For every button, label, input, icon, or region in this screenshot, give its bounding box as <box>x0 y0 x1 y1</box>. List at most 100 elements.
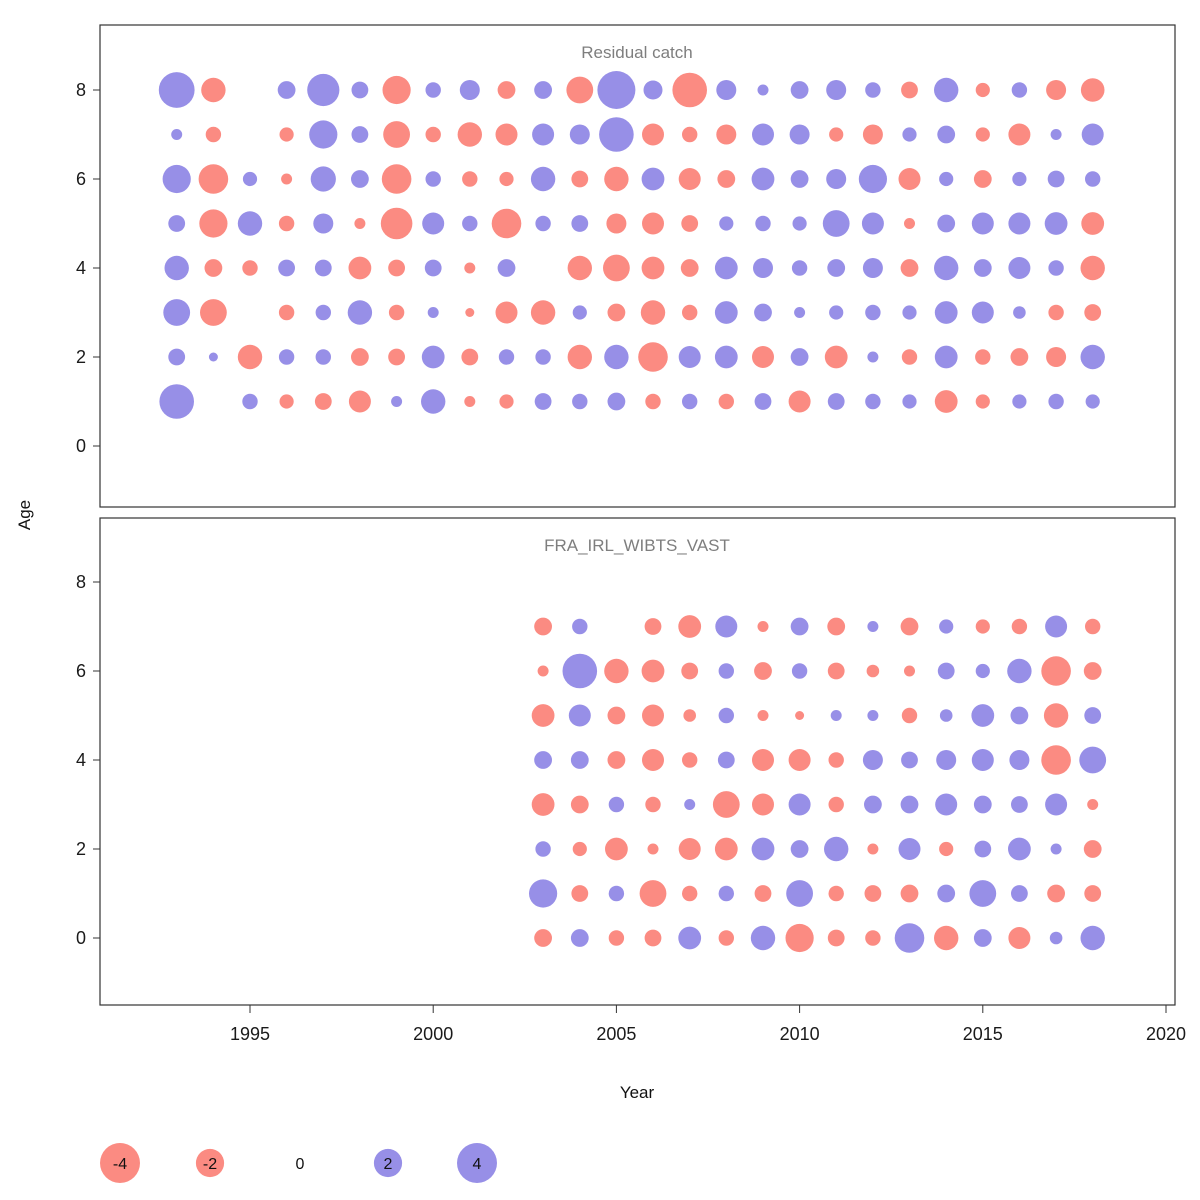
x-tick-label: 2005 <box>596 1024 636 1044</box>
residual-bubble <box>348 256 372 280</box>
residual-bubble <box>314 393 332 410</box>
residual-bubble <box>827 929 845 947</box>
residual-bubble <box>347 300 373 325</box>
residual-bubble <box>901 349 918 365</box>
residual-bubble <box>599 117 634 152</box>
residual-bubble <box>351 348 369 366</box>
residual-bubble <box>973 259 992 277</box>
residual-bubble <box>867 351 879 363</box>
residual-bubble <box>936 750 957 770</box>
y-tick-label: 4 <box>76 750 86 770</box>
residual-bubble <box>1041 656 1071 686</box>
residual-bubble <box>1013 306 1026 319</box>
residual-bubble <box>790 81 809 99</box>
residual-bubble <box>457 122 482 147</box>
residual-bubble <box>1085 618 1101 635</box>
residual-bubble <box>427 307 439 318</box>
residual-bubble <box>714 256 738 280</box>
residual-bubble <box>858 164 888 194</box>
residual-bubble <box>570 751 589 769</box>
residual-bubble <box>1011 885 1028 902</box>
residual-bubble <box>313 213 334 234</box>
residual-bubble <box>862 258 883 278</box>
residual-bubble <box>974 840 992 858</box>
residual-bubble <box>607 706 626 725</box>
residual-bubble <box>934 255 959 281</box>
residual-bubble <box>607 392 626 411</box>
residual-bubble <box>900 884 919 903</box>
residual-bubble <box>1049 931 1063 945</box>
residual-bubble <box>1080 78 1105 102</box>
residual-bubble <box>1050 843 1062 855</box>
residual-bubble <box>1084 885 1102 902</box>
residual-bubble <box>975 663 990 679</box>
residual-bubble <box>534 393 552 410</box>
residual-bubble <box>534 929 552 947</box>
residual-bubble <box>790 170 809 188</box>
residual-bubble <box>606 213 627 234</box>
residual-bubble <box>1087 799 1099 810</box>
residual-bubble <box>640 300 666 325</box>
residual-bubble <box>645 796 661 813</box>
residual-bubble <box>571 170 589 188</box>
residual-bubble <box>242 393 258 410</box>
residual-bubble <box>534 617 552 636</box>
residual-bubble <box>718 930 734 946</box>
residual-bubble <box>937 884 956 903</box>
residual-bubble <box>309 120 338 149</box>
y-tick-label: 0 <box>76 436 86 456</box>
axis-ticks: 1995 2000 2005 2010 2015 2020 0 2 4 6 8 0 2 4 6 8 <box>76 80 1186 1044</box>
residual-bubble <box>973 929 992 947</box>
residual-bubble <box>717 170 736 188</box>
residual-bubble <box>901 707 918 724</box>
residual-bubble <box>867 710 879 721</box>
residual-bubble <box>971 704 995 727</box>
residual-bubble <box>1079 746 1107 774</box>
residual-bubble <box>1008 837 1031 861</box>
residual-bubble <box>975 349 991 365</box>
residual-bubble <box>830 710 842 721</box>
residual-bubble <box>351 81 369 99</box>
residual-bubble <box>315 304 331 321</box>
residual-bubble <box>1011 618 1028 635</box>
residual-bubble <box>383 121 410 148</box>
residual-bubble <box>532 123 555 146</box>
residual-bubble <box>242 260 258 276</box>
residual-bubble <box>535 215 551 232</box>
residual-bubble <box>901 751 918 769</box>
bottom-panel-bubbles <box>529 615 1107 953</box>
residual-bubble <box>351 126 369 143</box>
residual-bubble <box>278 349 295 365</box>
residual-bubble <box>714 837 738 861</box>
residual-bubble <box>164 255 189 281</box>
residual-bubble <box>644 618 662 635</box>
residual-bubble <box>421 389 446 414</box>
residual-bubble <box>794 307 806 318</box>
residual-bubble <box>937 214 956 233</box>
residual-bubble <box>826 169 847 189</box>
residual-bubble <box>572 841 587 857</box>
top-panel-bubbles <box>158 71 1105 419</box>
residual-bubble <box>462 215 478 232</box>
residual-bubble <box>491 208 522 239</box>
residual-bubble <box>465 308 475 317</box>
residual-bubble <box>159 384 194 419</box>
y-tick-label: 2 <box>76 839 86 859</box>
top-panel-title: Residual catch <box>581 43 693 62</box>
residual-bubble <box>865 393 881 410</box>
residual-bubble <box>971 212 994 235</box>
residual-bubble <box>279 127 294 142</box>
residual-bubble <box>754 662 772 680</box>
residual-bubble <box>351 170 369 188</box>
residual-bubble <box>754 393 772 410</box>
residual-bubble <box>934 345 958 369</box>
top-panel-border <box>99 24 1176 508</box>
residual-bubble <box>680 259 699 277</box>
residual-bubble <box>752 123 774 146</box>
residual-bubble <box>973 795 992 814</box>
y-tick-label: 6 <box>76 169 86 189</box>
residual-bubble <box>310 166 336 192</box>
legend-bubble <box>195 1148 225 1178</box>
residual-bubble <box>683 709 696 722</box>
residual-bubble <box>717 751 735 769</box>
